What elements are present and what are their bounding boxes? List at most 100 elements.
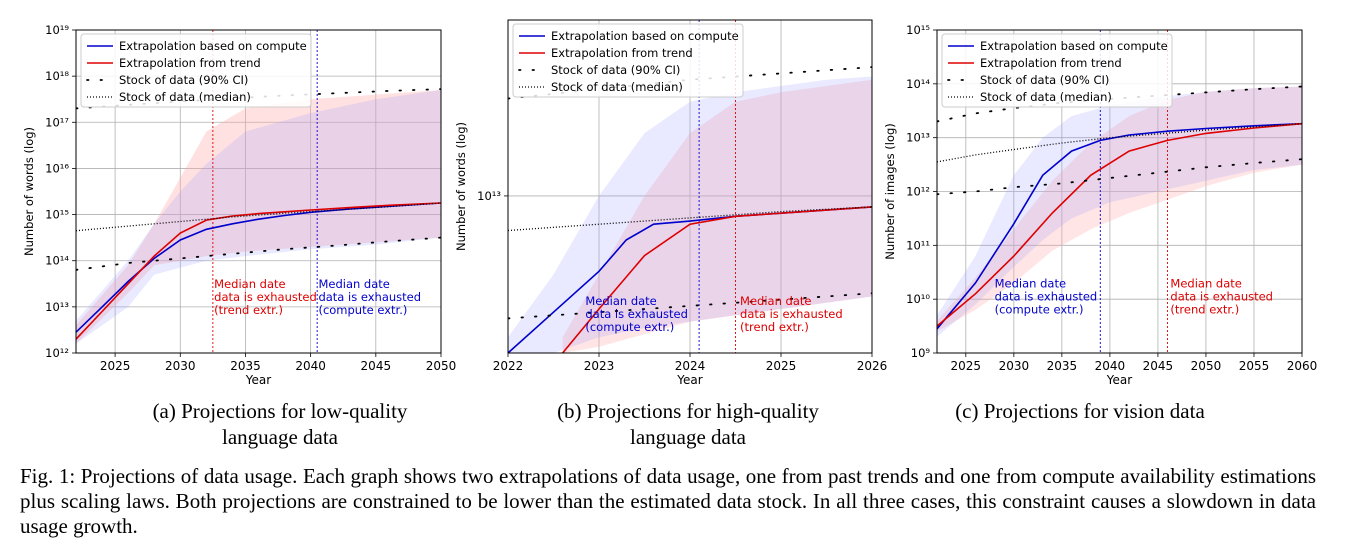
y-tick-label: 10¹³ (477, 189, 501, 203)
subcaption-c: (c) Projections for vision data (900, 398, 1260, 424)
x-tick-label: 2022 (493, 359, 524, 373)
annotation-line: data is exhausted (318, 290, 421, 304)
legend-label: Stock of data (90% CI) (551, 63, 680, 77)
legend-label: Extrapolation based on compute (119, 39, 307, 53)
y-tick-label: 10¹⁵ (45, 208, 69, 222)
x-tick-label: 2050 (1191, 359, 1222, 373)
legend-label: Stock of data (median) (551, 80, 683, 94)
x-axis-label: Year (245, 373, 271, 387)
x-tick-label: 2025 (766, 359, 797, 373)
series-line-0 (937, 122, 1302, 330)
x-tick-label: 2026 (857, 359, 888, 373)
annotation-line: data is exhausted (1170, 290, 1273, 304)
subcaption-a: (a) Projections for low-quality language… (80, 398, 480, 450)
annotation-line: data is exhausted (214, 290, 317, 304)
x-tick-label: 2024 (675, 359, 706, 373)
series-line-2 (76, 202, 441, 232)
legend-label: Stock of data (median) (980, 90, 1112, 104)
figure-caption: Fig. 1: Projections of data usage. Each … (20, 464, 1316, 538)
x-tick-label: 2023 (584, 359, 615, 373)
annotation-line: Median date (995, 277, 1066, 291)
y-axis-label: Number of words (log) (22, 127, 36, 256)
subcaption-c-line1: (c) Projections for vision data (955, 399, 1205, 423)
y-axis-label: Number of words (log) (454, 122, 468, 251)
annotation-line: (trend extr.) (740, 320, 809, 334)
subcaption-b-line1: (b) Projections for high-quality (557, 399, 819, 423)
y-tick-label: 10¹⁴ (906, 77, 930, 91)
uncertainty-band-0 (562, 79, 872, 353)
annotation-line: Median date (585, 294, 656, 308)
series-line-1 (937, 122, 1302, 327)
annotation-line: data is exhausted (585, 307, 688, 321)
x-tick-label: 2045 (361, 359, 392, 373)
series-line-2 (508, 206, 872, 232)
series-line-2 (937, 123, 1302, 163)
annotation-line: Median date (740, 294, 811, 308)
x-tick-label: 2040 (295, 359, 326, 373)
y-tick-label: 10¹² (906, 185, 930, 199)
annotation-line: Median date (1170, 277, 1241, 291)
legend-box (80, 33, 312, 108)
legend: Extrapolation based on compute Extrapolat… (941, 33, 1173, 108)
x-tick-label: 2045 (1143, 359, 1174, 373)
uncertainty-band-1 (508, 76, 872, 353)
legend: Extrapolation based on compute Extrapolat… (80, 33, 312, 108)
annotation-line: Median date (214, 277, 285, 291)
x-tick-label: 2035 (230, 359, 261, 373)
uncertainty-band-0 (937, 86, 1302, 332)
y-tick-label: 10¹⁵ (906, 23, 930, 37)
subcaption-a-line2: language data (221, 425, 339, 449)
annotation-line: Median date (318, 277, 389, 291)
y-tick-label: 10¹³ (45, 300, 69, 314)
y-tick-label: 10¹¹ (906, 238, 930, 252)
x-tick-label: 2055 (1239, 359, 1270, 373)
y-axis-label: Number of images (log) (883, 123, 897, 260)
x-tick-label: 2025 (951, 359, 982, 373)
subcaption-b-line2: language data (629, 425, 747, 449)
plot-area-b (508, 20, 872, 353)
legend-label: Extrapolation from trend (119, 56, 261, 70)
annotation-line: (trend extr.) (214, 303, 283, 317)
series-line-1 (76, 202, 441, 340)
legend-label: Stock of data (median) (119, 90, 251, 104)
y-tick-label: 10¹⁰ (906, 292, 930, 306)
annotation-line: (compute extr.) (995, 303, 1084, 317)
legend-label: Stock of data (90% CI) (980, 73, 1109, 87)
legend-label: Stock of data (90% CI) (119, 73, 248, 87)
y-tick-label: 10¹⁸ (45, 69, 69, 83)
legend-label: Extrapolation based on compute (980, 39, 1168, 53)
series-line-0 (76, 202, 441, 333)
y-tick-label: 10¹⁶ (45, 161, 69, 175)
uncertainty-band-1 (937, 86, 1302, 337)
y-tick-label: 10⁹ (911, 346, 931, 360)
annotation-line: (trend extr.) (1170, 303, 1239, 317)
y-tick-label: 10¹⁴ (45, 254, 69, 268)
y-tick-label: 10¹³ (906, 131, 930, 145)
uncertainty-band-0 (76, 90, 441, 344)
x-tick-label: 2050 (426, 359, 457, 373)
legend-box (941, 33, 1173, 108)
x-axis-label: Year (676, 373, 702, 387)
annotation-line: data is exhausted (995, 290, 1098, 304)
axes-frame (75, 29, 442, 354)
y-tick-label: 10¹⁹ (45, 23, 69, 37)
legend-label: Extrapolation based on compute (551, 29, 739, 43)
y-tick-label: 10¹² (45, 346, 69, 360)
subcaption-b: (b) Projections for high-quality languag… (488, 398, 888, 450)
x-tick-label: 2025 (100, 359, 131, 373)
legend: Extrapolation based on compute Extrapolat… (512, 23, 744, 98)
x-tick-label: 2030 (165, 359, 196, 373)
annotation-line: (compute extr.) (585, 320, 674, 334)
legend-box (512, 23, 744, 98)
uncertainty-band-1 (76, 90, 441, 344)
x-tick-label: 2030 (999, 359, 1030, 373)
y-tick-label: 10¹⁷ (45, 115, 69, 129)
x-axis-label: Year (1106, 373, 1132, 387)
x-tick-label: 2040 (1095, 359, 1126, 373)
x-tick-label: 2060 (1287, 359, 1318, 373)
legend-label: Extrapolation from trend (551, 46, 693, 60)
